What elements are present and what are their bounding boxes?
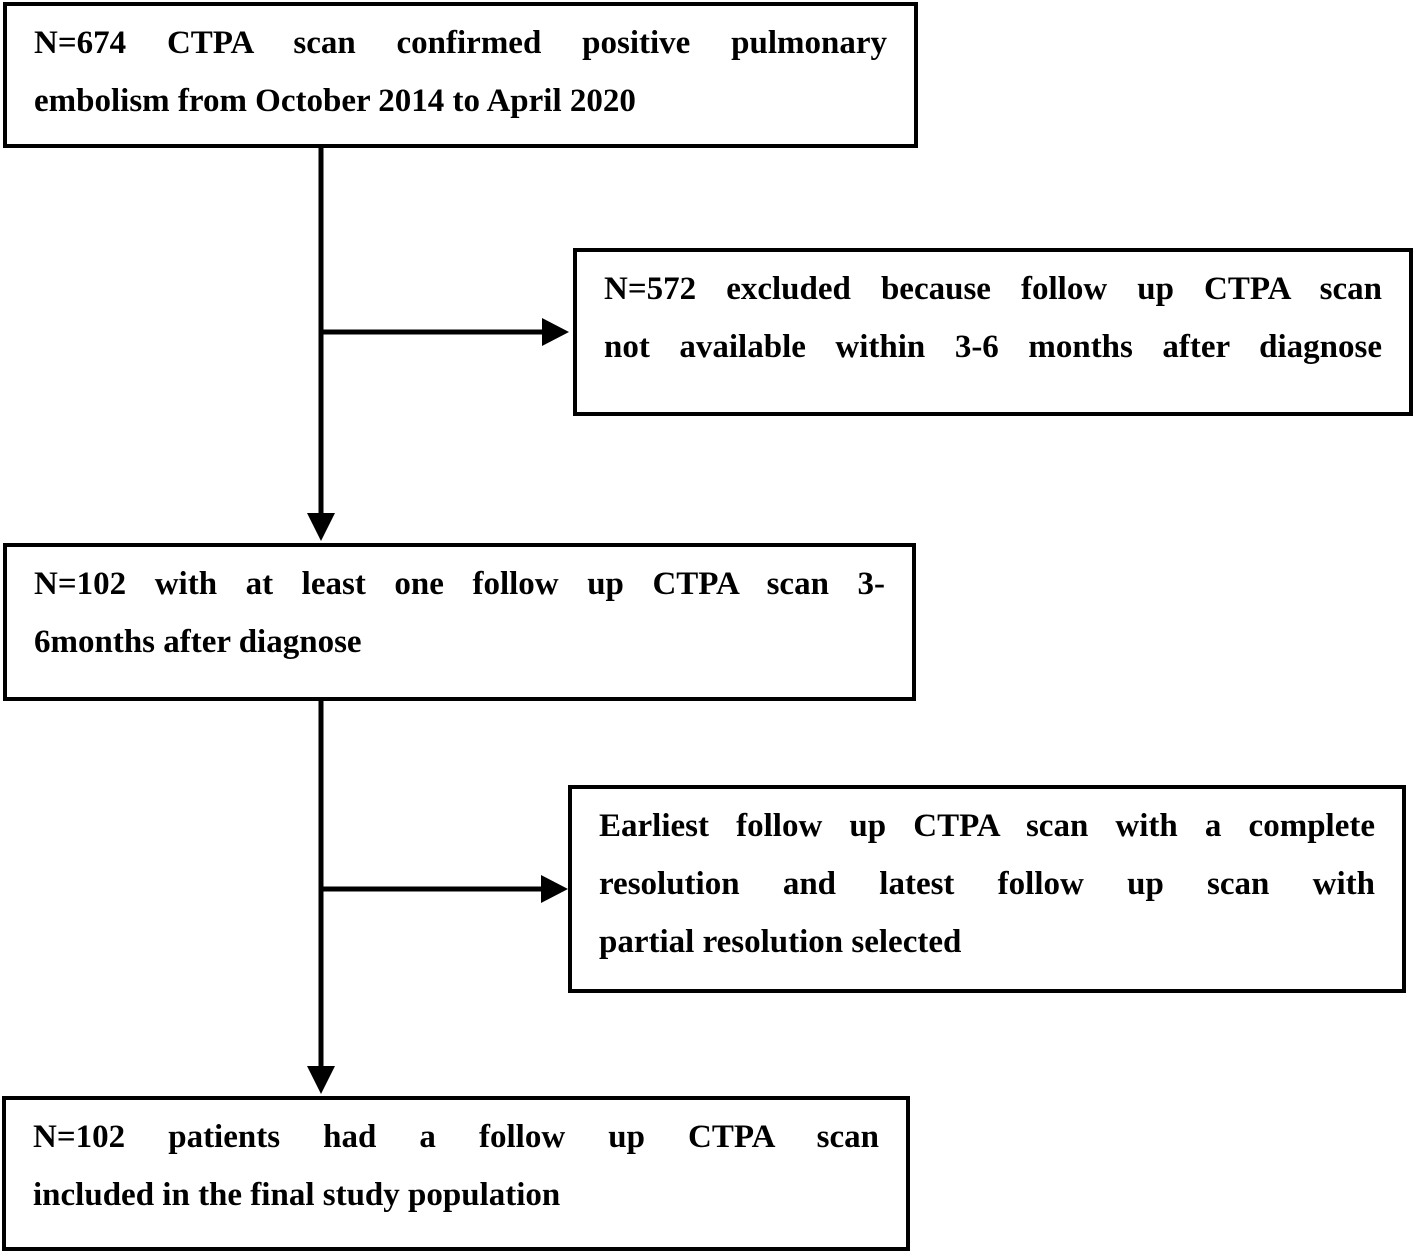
- flow-box-initial-cohort: N=674 CTPA scan confirmed positive pulmo…: [3, 2, 918, 148]
- text-line: Earliest follow up CTPA scan with a comp…: [599, 808, 1375, 844]
- text-line: not available within 3-6 months after di…: [604, 329, 1382, 365]
- text-line: embolism from October 2014 to April 2020: [34, 83, 636, 119]
- text-line: 6months after diagnose: [34, 624, 362, 660]
- flow-box-excluded: N=572 excluded because follow up CTPA sc…: [573, 248, 1413, 416]
- text-line: included in the final study population: [33, 1177, 561, 1213]
- arrowhead-down-2-icon: [307, 1066, 335, 1094]
- text-line: partial resolution selected: [599, 924, 962, 960]
- flow-box-final-population: N=102 patients had a follow up CTPA scan…: [2, 1096, 910, 1251]
- text-line: N=102 patients had a follow up CTPA scan: [33, 1119, 879, 1155]
- text-line: resolution and latest follow up scan wit…: [599, 866, 1375, 902]
- flow-box-followup-cohort: N=102 with at least one follow up CTPA s…: [3, 543, 916, 701]
- text-line: N=572 excluded because follow up CTPA sc…: [604, 271, 1382, 307]
- arrowhead-right-1-icon: [542, 318, 569, 346]
- arrowhead-down-1-icon: [307, 513, 335, 541]
- arrowhead-right-2-icon: [541, 875, 568, 903]
- text-line: N=102 with at least one follow up CTPA s…: [34, 566, 885, 602]
- text-line: N=674 CTPA scan confirmed positive pulmo…: [34, 25, 887, 61]
- flow-box-scan-selection: Earliest follow up CTPA scan with a comp…: [568, 785, 1406, 993]
